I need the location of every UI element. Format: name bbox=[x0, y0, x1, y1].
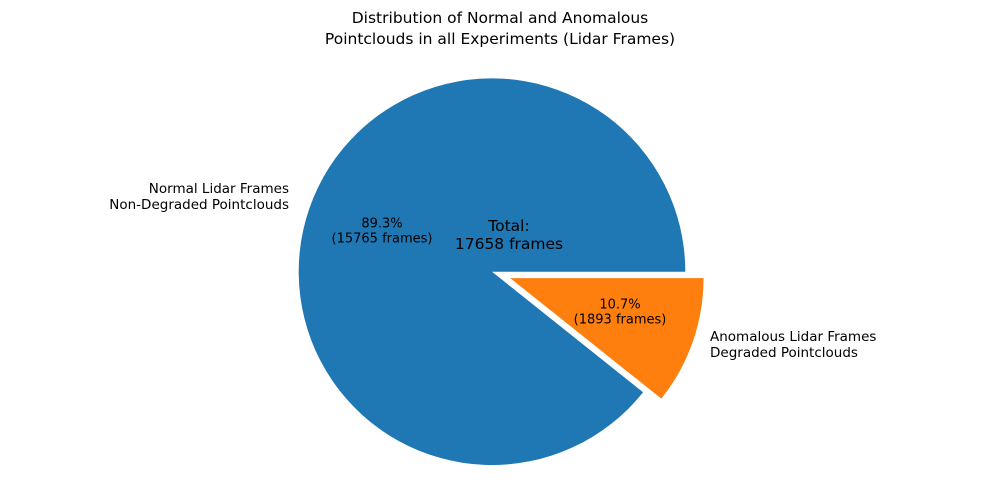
pie-slice-normal bbox=[298, 78, 686, 465]
slice-label-anomalous: Anomalous Lidar Frames Degraded Pointclo… bbox=[710, 329, 877, 361]
autopct-label-anomalous: 10.7% (1893 frames) bbox=[573, 297, 667, 328]
total-annotation: Total: 17658 frames bbox=[454, 217, 564, 253]
pie-slice-anomalous bbox=[510, 278, 704, 399]
chart-title: Distribution of Normal and Anomalous Poi… bbox=[324, 9, 676, 48]
autopct-label-normal: 89.3% (15765 frames) bbox=[331, 216, 433, 247]
slice-label-normal: Normal Lidar Frames Non-Degraded Pointcl… bbox=[109, 181, 289, 213]
